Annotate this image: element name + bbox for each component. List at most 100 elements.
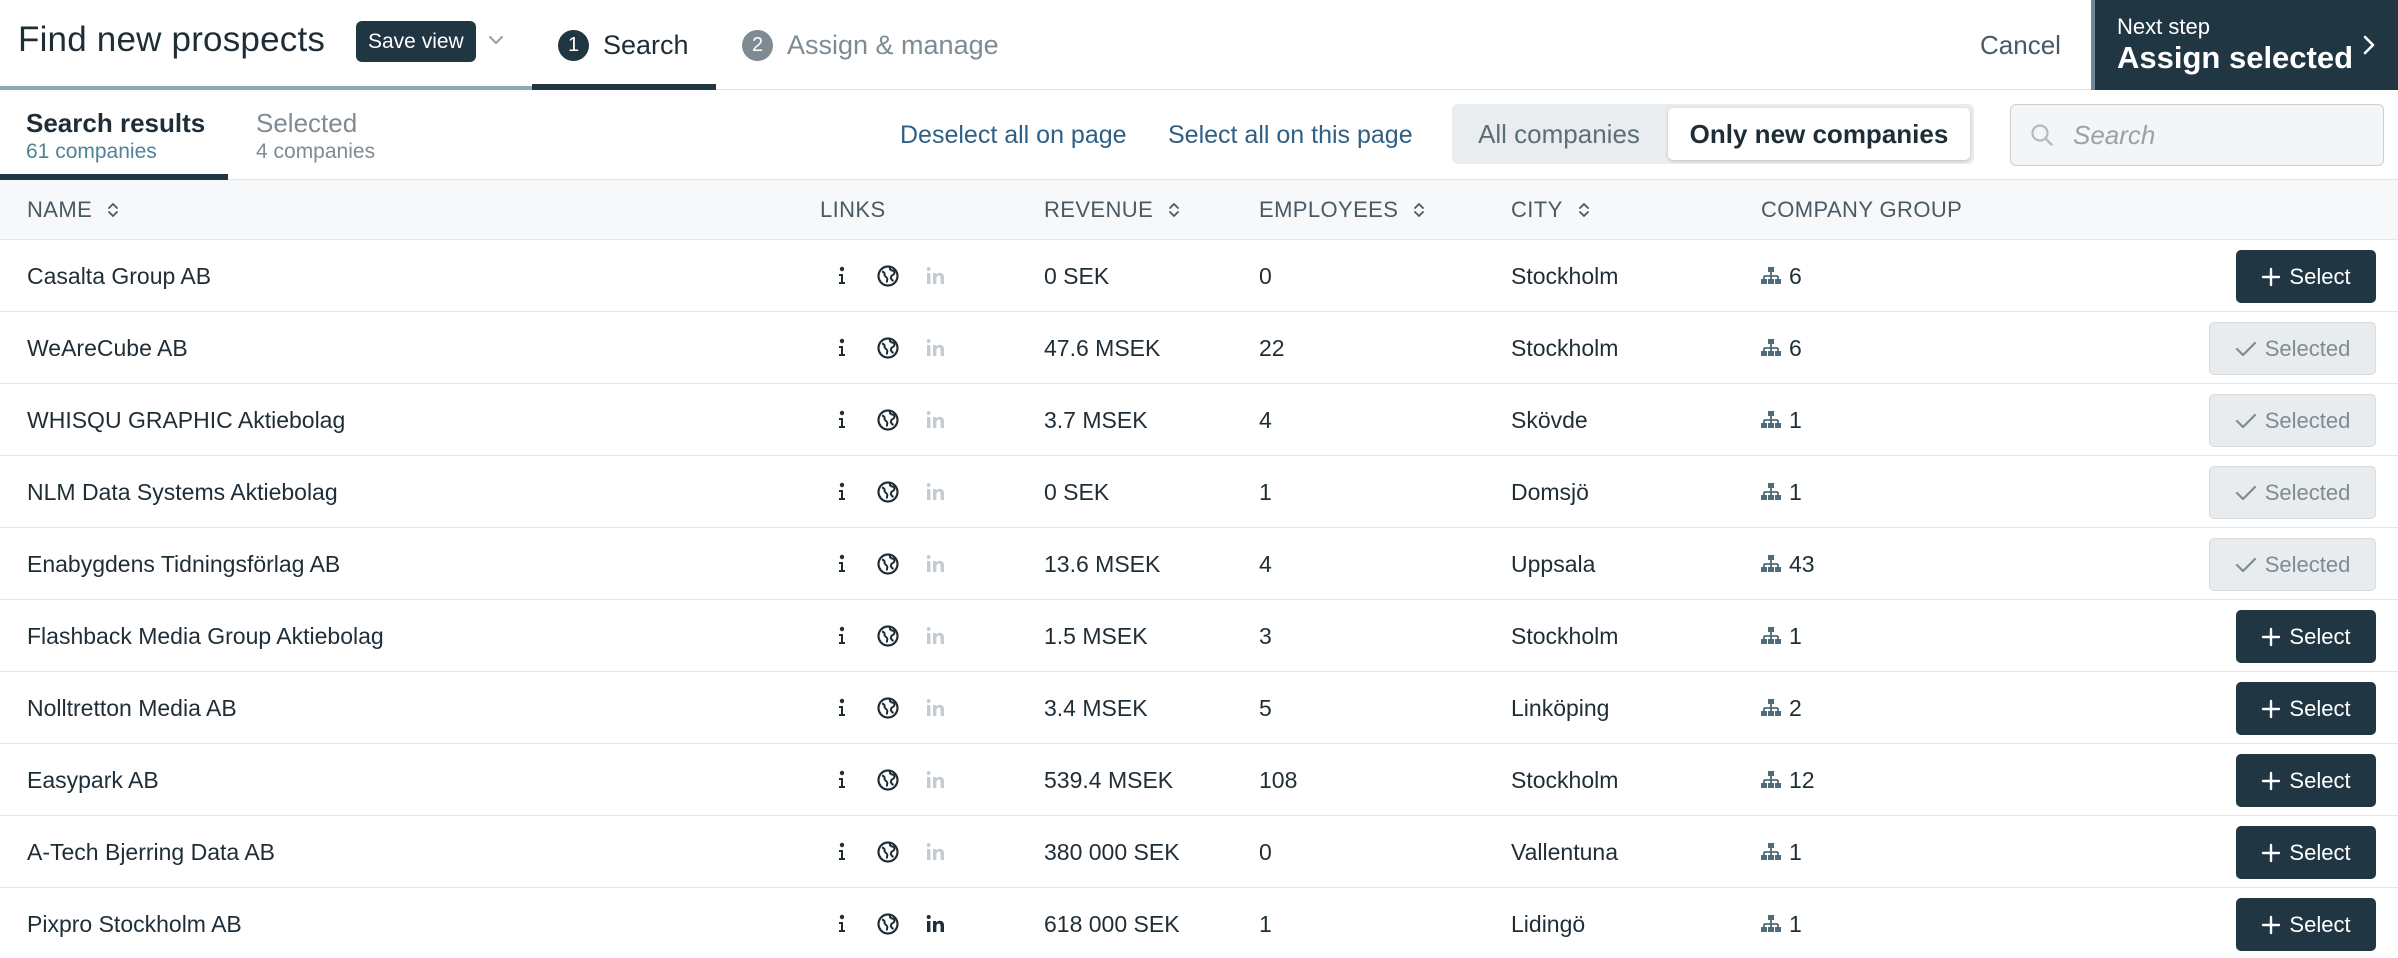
revenue-value: 3.4 MSEK [1044,694,1148,721]
globe-icon[interactable] [876,840,900,864]
company-group-value[interactable]: 1 [1760,600,1802,672]
select-all-link[interactable]: Select all on this page [1168,120,1413,149]
info-icon[interactable] [830,264,854,288]
info-icon[interactable] [830,480,854,504]
org-chart-icon [1760,482,1782,502]
company-group-count: 1 [1789,478,1802,505]
company-group-value[interactable]: 12 [1760,744,1815,816]
tab-step-assign[interactable]: 2 Assign & manage [742,0,999,90]
results-toolbar: Search results 61 companies Selected 4 c… [0,90,2398,180]
selected-button[interactable]: Selected [2209,538,2376,591]
tab-count: 4 companies [256,140,376,163]
select-button[interactable]: Select [2236,826,2376,879]
column-header-city[interactable]: CITY [1511,180,1591,240]
globe-icon[interactable] [876,480,900,504]
globe-icon[interactable] [876,336,900,360]
company-group-count: 6 [1789,262,1802,289]
globe-icon[interactable] [876,408,900,432]
revenue-value: 539.4 MSEK [1044,766,1174,793]
revenue-value: 13.6 MSEK [1044,550,1161,577]
tab-search-results[interactable]: Search results 61 companies [0,90,228,180]
plus-icon [2261,843,2289,863]
org-chart-icon [1760,842,1782,862]
select-button[interactable]: Select [2236,682,2376,735]
linkedin-icon[interactable] [924,912,948,936]
company-name[interactable]: Easypark AB [27,766,159,793]
employees-value: 3 [1259,622,1272,649]
select-button[interactable]: Select [2236,754,2376,807]
select-button[interactable]: Select [2236,898,2376,951]
globe-icon[interactable] [876,696,900,720]
chevron-down-icon[interactable] [484,28,508,52]
company-name[interactable]: Casalta Group AB [27,262,212,289]
linkedin-icon [924,840,948,864]
column-label: REVENUE [1044,197,1154,222]
company-name[interactable]: WHISQU GRAPHIC Aktiebolag [27,406,346,433]
tab-count: 61 companies [26,140,157,163]
company-name[interactable]: Flashback Media Group Aktiebolag [27,622,384,649]
filter-all-companies[interactable]: All companies [1478,118,1640,149]
info-icon[interactable] [830,768,854,792]
filter-only-new-companies[interactable]: Only new companies [1668,108,1970,160]
tab-step-search[interactable]: 1 Search [532,0,716,91]
deselect-all-link[interactable]: Deselect all on page [900,120,1127,149]
select-button[interactable]: Select [2236,250,2376,303]
save-view-button[interactable]: Save view [356,21,476,62]
city-value: Uppsala [1511,550,1596,577]
step-number: 1 [558,29,589,61]
globe-icon[interactable] [876,912,900,936]
next-step-button[interactable]: Next step Assign selected [2091,0,2398,90]
linkedin-icon [924,336,948,360]
selected-label: Selected [2264,335,2351,361]
tab-selected[interactable]: Selected 4 companies [228,90,428,180]
company-name[interactable]: NLM Data Systems Aktiebolag [27,478,338,505]
employees-value: 0 [1259,262,1272,289]
city-value: Domsjö [1511,478,1589,505]
plus-icon [2261,915,2289,935]
info-icon[interactable] [830,408,854,432]
company-name[interactable]: WeAreCube AB [27,334,188,361]
globe-icon[interactable] [876,768,900,792]
select-label: Select [2289,263,2351,289]
info-icon[interactable] [830,552,854,576]
selected-button[interactable]: Selected [2209,322,2376,375]
plus-icon [2261,627,2289,647]
company-group-value[interactable]: 2 [1760,672,1802,744]
company-name[interactable]: Nolltretton Media AB [27,694,237,721]
selected-button[interactable]: Selected [2209,466,2376,519]
employees-value: 108 [1259,766,1298,793]
globe-icon[interactable] [876,624,900,648]
employees-value: 22 [1259,334,1285,361]
company-name[interactable]: Pixpro Stockholm AB [27,910,242,937]
company-group-value[interactable]: 1 [1760,456,1802,528]
column-header-revenue[interactable]: REVENUE [1044,180,1181,240]
info-icon[interactable] [830,696,854,720]
company-group-value[interactable]: 1 [1760,384,1802,456]
selected-label: Selected [2264,479,2351,505]
table-row: Flashback Media Group Aktiebolag 1.5 MSEK… [0,600,2398,672]
company-group-value[interactable]: 1 [1760,816,1802,888]
cancel-button[interactable]: Cancel [1980,29,2061,60]
info-icon[interactable] [830,912,854,936]
company-group-value[interactable]: 6 [1760,312,1802,384]
org-chart-icon [1760,770,1782,790]
search-input[interactable] [2073,115,2363,155]
step-number: 2 [742,29,773,61]
table-header: NAME LINKS REVENUE EMPLOYEES CITY COMPAN… [0,180,2398,240]
info-icon[interactable] [830,624,854,648]
globe-icon[interactable] [876,264,900,288]
info-icon[interactable] [830,840,854,864]
company-name[interactable]: A-Tech Bjerring Data AB [27,838,276,865]
selected-button[interactable]: Selected [2209,394,2376,447]
info-icon[interactable] [830,336,854,360]
company-group-value[interactable]: 6 [1760,240,1802,312]
column-header-name[interactable]: NAME [27,180,120,240]
city-value: Stockholm [1511,622,1619,649]
column-header-employees[interactable]: EMPLOYEES [1259,180,1426,240]
globe-icon[interactable] [876,552,900,576]
company-group-value[interactable]: 43 [1760,528,1815,600]
company-group-value[interactable]: 1 [1760,888,1802,958]
company-name[interactable]: Enabygdens Tidningsförlag AB [27,550,341,577]
employees-value: 1 [1259,478,1272,505]
select-button[interactable]: Select [2236,610,2376,663]
